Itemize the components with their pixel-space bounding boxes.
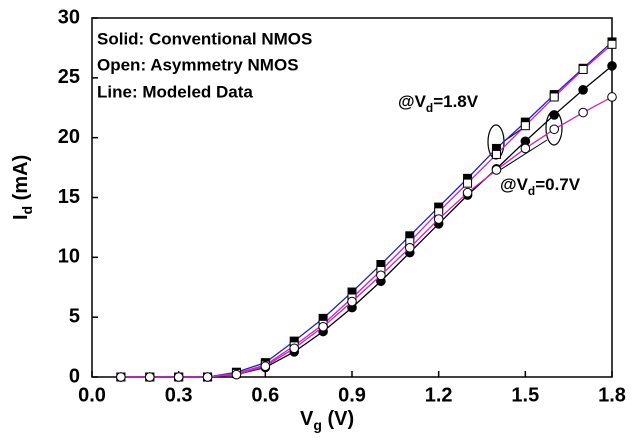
label-tail: (V) (322, 408, 354, 430)
callout: @Vd=1.8V (398, 92, 479, 115)
marker (608, 62, 617, 71)
marker (145, 373, 154, 382)
marker (550, 93, 558, 101)
label-main: @V (500, 175, 529, 194)
x-tick-label: 0.0 (78, 384, 106, 406)
y-tick-label: 5 (69, 305, 80, 327)
label-sub: d (19, 206, 35, 215)
x-axis-label: Vg (V) (300, 408, 354, 432)
marker (521, 144, 530, 153)
label-tail: =0.7V (535, 175, 581, 194)
marker (464, 179, 472, 187)
label-tail: (mA) (10, 155, 32, 206)
marker (319, 322, 328, 331)
marker (232, 370, 241, 379)
marker (579, 86, 588, 95)
marker (290, 344, 299, 353)
marker (117, 373, 126, 382)
marker (521, 122, 529, 130)
marker (608, 40, 616, 48)
x-tick-label: 0.3 (165, 384, 193, 406)
marker (608, 93, 617, 102)
marker (550, 125, 559, 134)
label-main: @V (398, 92, 427, 111)
x-tick-label: 1.5 (511, 384, 539, 406)
marker (550, 111, 559, 120)
x-tick-label: 0.9 (338, 384, 366, 406)
label-tail: =1.8V (433, 92, 479, 111)
y-tick-label: 20 (58, 126, 80, 148)
marker (579, 108, 588, 117)
y-tick-label: 30 (58, 6, 80, 28)
annotation: Solid: Conventional NMOS (97, 29, 312, 48)
label-main: V (300, 408, 314, 430)
model-line (121, 97, 612, 377)
y-tick-label: 15 (58, 186, 80, 208)
label-sub: d (528, 184, 535, 198)
marker (434, 215, 443, 224)
label-sub: g (313, 417, 322, 433)
marker (579, 65, 587, 73)
y-tick-label: 25 (58, 66, 80, 88)
marker (492, 166, 501, 175)
marker (377, 271, 386, 280)
marker (174, 373, 183, 382)
marker (405, 243, 414, 252)
marker (492, 150, 500, 158)
callout: @Vd=0.7V (500, 175, 581, 198)
annotation: Open: Asymmetry NMOS (97, 55, 299, 74)
y-tick-label: 0 (69, 365, 80, 387)
marker (463, 188, 472, 197)
x-tick-label: 1.2 (425, 384, 453, 406)
y-axis-label: Id (mA) (10, 155, 34, 220)
marker (261, 362, 270, 371)
x-tick-label: 0.6 (251, 384, 279, 406)
label-sub: d (426, 101, 433, 115)
chart: Solid: Conventional NMOS Open: Asymmetry… (0, 0, 632, 448)
y-tick-label: 10 (58, 246, 80, 268)
x-tick-label: 1.8 (598, 384, 626, 406)
marker (348, 297, 357, 306)
marker (203, 373, 212, 382)
annotation: Line: Modeled Data (97, 82, 253, 101)
